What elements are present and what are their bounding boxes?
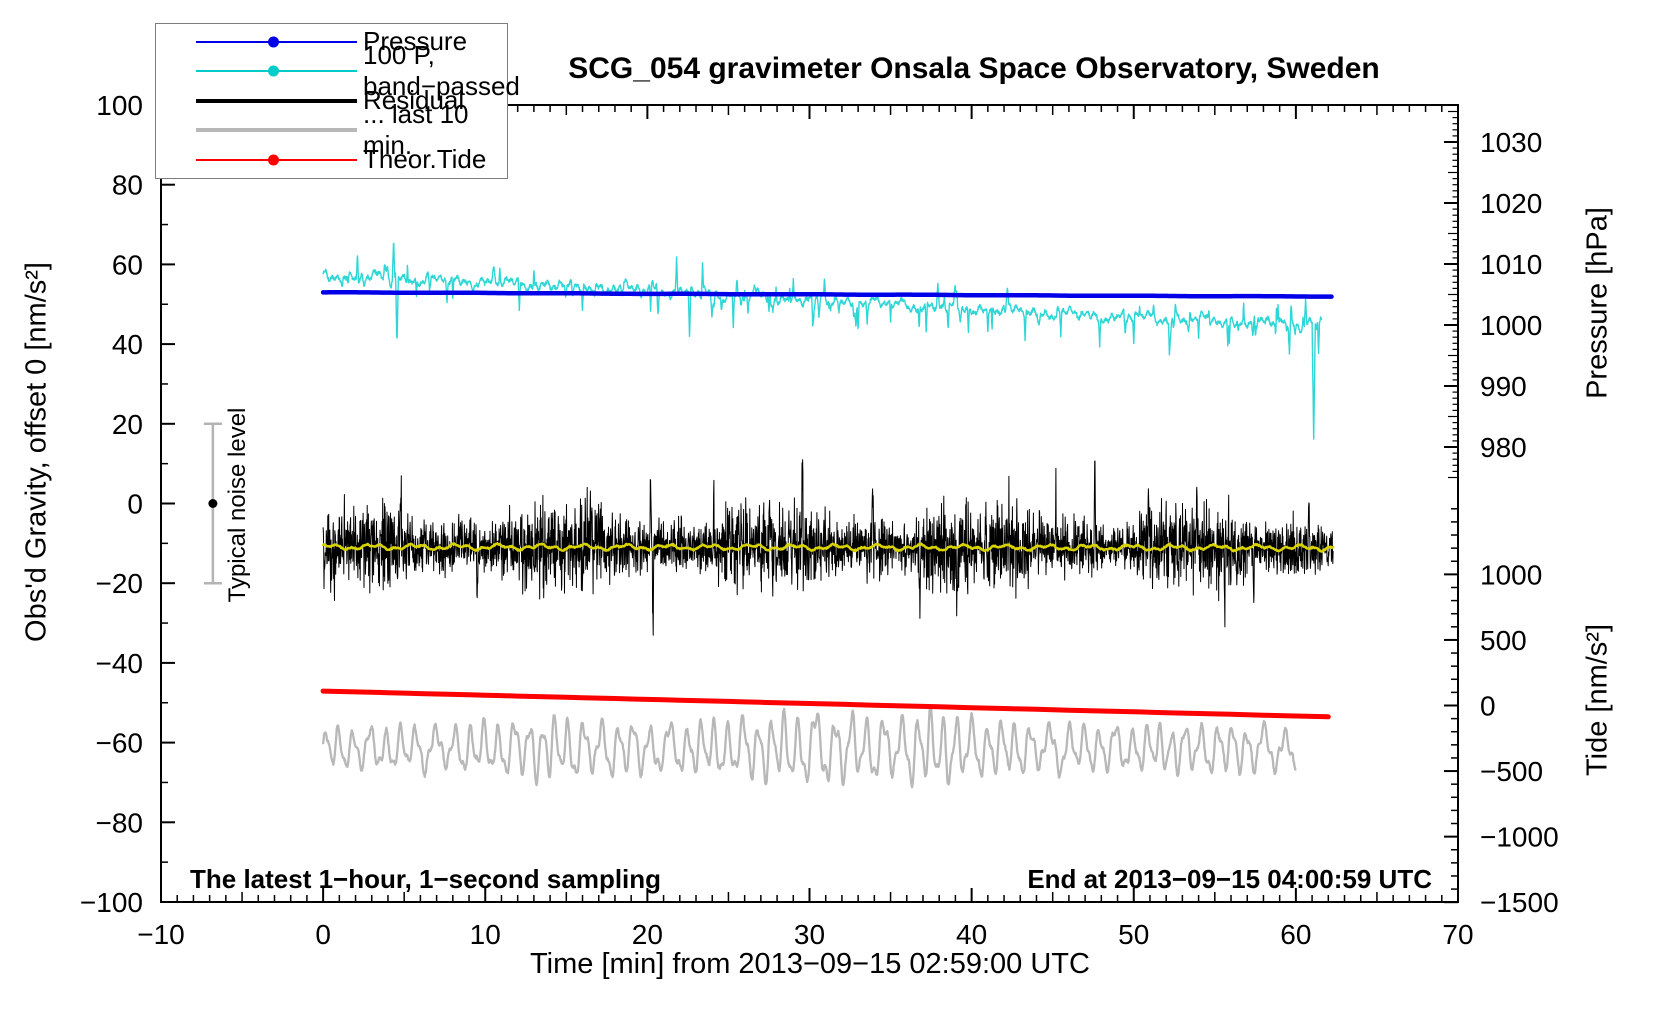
chart-title: SCG_054 gravimeter Onsala Space Observat… — [568, 52, 1380, 85]
svg-text:60: 60 — [1280, 919, 1311, 950]
svg-text:1000: 1000 — [1480, 310, 1542, 341]
legend-label: ... last 10 min. — [363, 99, 469, 161]
y-right-tide-axis-label: Tide [nm/s²] — [1581, 623, 1614, 777]
svg-text:1000: 1000 — [1480, 559, 1542, 590]
svg-text:50: 50 — [1118, 919, 1149, 950]
svg-text:30: 30 — [794, 919, 825, 950]
sampling-note: The latest 1−hour, 1−second sampling — [190, 864, 662, 894]
svg-text:−60: −60 — [96, 728, 144, 759]
y-left-axis-label: Obs'd Gravity, offset 0 [nm/s²] — [20, 262, 53, 642]
legend-label: Pressure — [363, 26, 468, 57]
svg-text:−40: −40 — [96, 648, 144, 679]
end-time-note: End at 2013−09−15 04:00:59 UTC — [1027, 864, 1432, 894]
legend-item-bandpassed-pressure: 100 P, band−passed — [156, 40, 520, 101]
svg-text:−20: −20 — [96, 568, 144, 599]
legend-item-residual: Residual — [156, 85, 507, 116]
x-axis-label: Time [min] from 2013−09−15 02:59:00 UTC — [530, 948, 1090, 980]
noise-bar-label: Typical noise level — [224, 407, 251, 603]
legend-item-theoretical-tide: Theor.Tide — [156, 144, 507, 175]
bandpassed-line-marker-icon — [156, 57, 357, 87]
svg-text:60: 60 — [112, 249, 143, 280]
svg-text:0: 0 — [1480, 691, 1496, 722]
svg-text:−1000: −1000 — [1480, 822, 1559, 853]
svg-text:20: 20 — [632, 919, 663, 950]
residual-line-icon — [156, 86, 357, 116]
y-right-pressure-axis-label: Pressure [hPa] — [1581, 207, 1614, 399]
legend-item-last-10-min: ... last 10 min. — [156, 99, 507, 160]
svg-text:−10: −10 — [137, 919, 185, 950]
legend-label: Theor.Tide — [363, 144, 487, 175]
svg-text:980: 980 — [1480, 432, 1527, 463]
svg-text:40: 40 — [956, 919, 987, 950]
svg-text:−1500: −1500 — [1480, 887, 1559, 918]
last10min-line-icon — [156, 116, 357, 146]
svg-text:40: 40 — [112, 329, 143, 360]
pressure-line-marker-icon — [156, 27, 357, 57]
svg-text:20: 20 — [112, 409, 143, 440]
svg-text:0: 0 — [315, 919, 331, 950]
svg-text:0: 0 — [127, 489, 143, 520]
legend-box: Pressure 100 P, band−passed Residual ...… — [155, 23, 520, 179]
svg-text:1020: 1020 — [1480, 188, 1542, 219]
svg-text:10: 10 — [470, 919, 501, 950]
svg-text:−80: −80 — [96, 807, 144, 838]
tide-line-marker-icon — [156, 145, 357, 175]
svg-text:100: 100 — [96, 90, 143, 121]
legend-label: Residual — [363, 85, 465, 116]
svg-text:70: 70 — [1442, 919, 1473, 950]
svg-text:−100: −100 — [80, 887, 143, 918]
svg-text:−500: −500 — [1480, 756, 1543, 787]
svg-text:80: 80 — [112, 170, 143, 201]
svg-text:990: 990 — [1480, 371, 1527, 402]
svg-text:1010: 1010 — [1480, 249, 1542, 280]
legend-label: 100 P, band−passed — [363, 40, 520, 102]
svg-text:500: 500 — [1480, 625, 1527, 656]
svg-text:1030: 1030 — [1480, 127, 1542, 158]
legend-item-pressure: Pressure — [156, 26, 507, 57]
